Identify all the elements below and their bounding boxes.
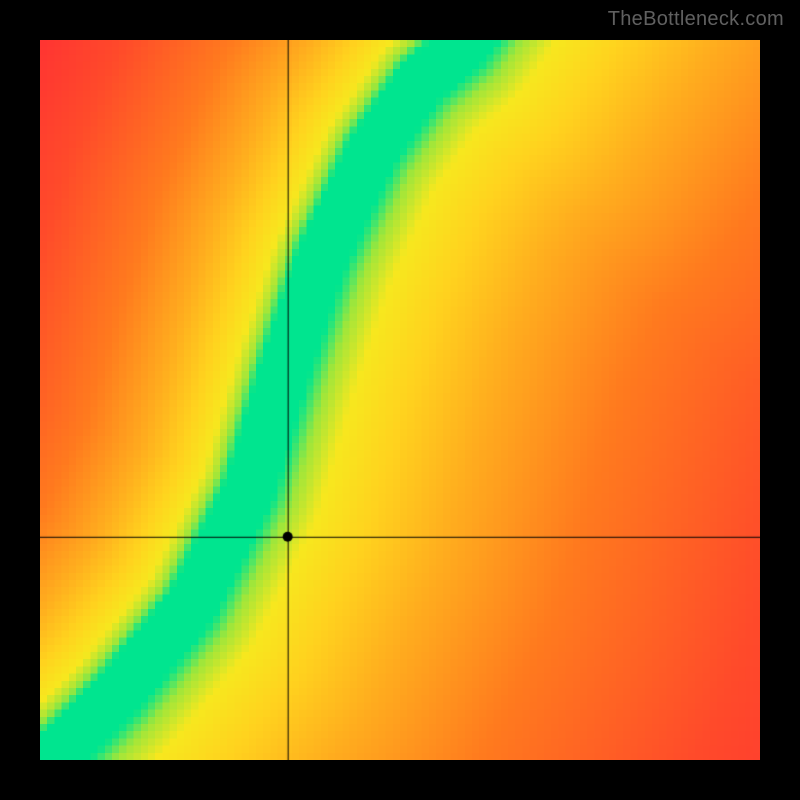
watermark-text: TheBottleneck.com xyxy=(608,8,784,31)
heatmap-canvas xyxy=(40,40,760,760)
